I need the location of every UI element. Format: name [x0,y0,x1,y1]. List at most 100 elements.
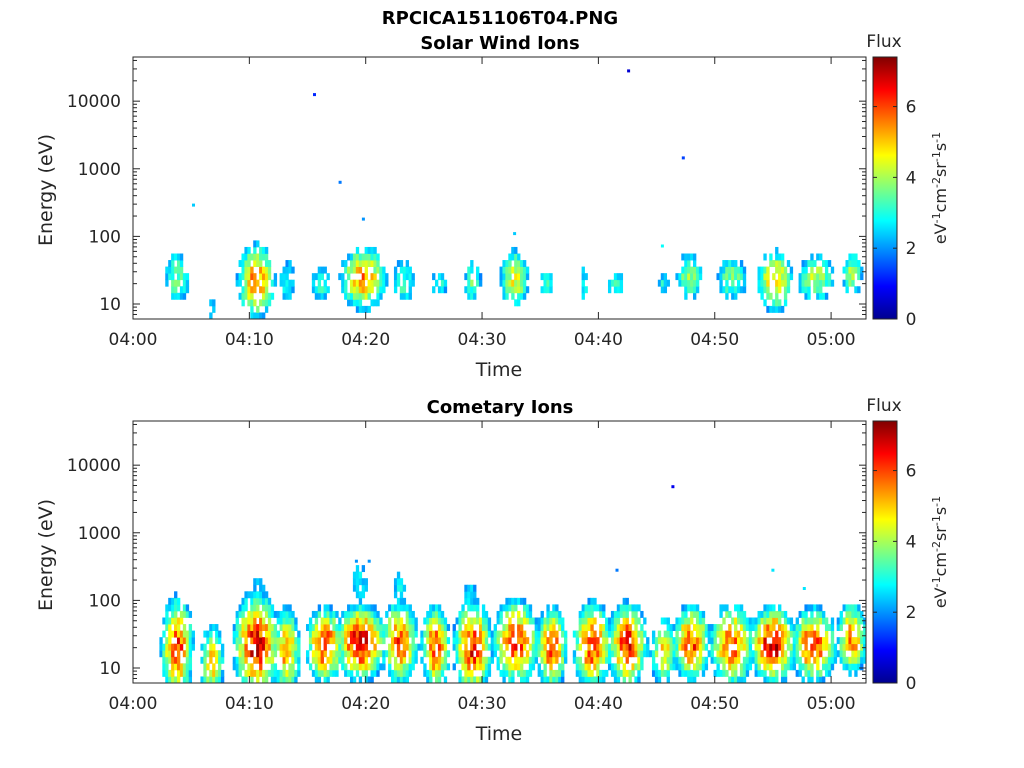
spectrogram-cell [200,676,204,684]
spectrogram-cell [341,610,345,618]
spectrogram-cell [698,610,703,618]
spectrogram-cell [256,279,260,287]
spectrogram-cell [643,643,647,651]
spectrogram-cell [599,676,603,684]
spectrogram-cell [801,260,805,267]
spectrogram-cell [435,610,439,618]
spectrogram-cell [716,663,720,671]
spectrogram-cell [455,637,459,645]
x-tick-label: 04:20 [341,330,390,350]
spectrogram-cell [335,624,339,631]
spectrogram-cell [235,617,239,625]
spectrogram-cell [399,637,404,645]
spectrogram-cell [637,656,641,664]
spectrogram-cell [728,273,732,281]
spectrogram-cell [757,630,761,638]
spectrogram-cell [622,617,626,625]
spectrogram-cell [549,624,553,631]
spectrogram-cell [537,617,541,625]
spectrogram-cell [443,279,448,287]
spectrogram-cell [728,656,732,664]
spectrogram-cell [241,286,245,294]
spectrogram-cell [256,643,260,651]
spectrogram-cell [783,299,788,307]
spectrogram-cell [188,630,193,638]
spectrogram-cell [584,676,588,684]
spectrogram-cell [232,630,237,638]
spectrogram-cell [605,643,609,651]
spectrogram-cell [572,650,577,658]
spectrogram-cell [822,637,826,645]
spectrogram-cell [739,273,744,281]
spectrogram-cell [657,637,662,645]
spectrogram-cell [179,266,184,274]
spectrogram-cell [628,669,632,677]
spectrogram-cell [654,643,659,651]
spectrogram-cell [326,624,330,631]
spectrogram-cell [731,650,735,658]
spectrogram-cell [725,292,729,300]
spectrogram-cell [317,663,322,671]
spectrogram-cell [379,624,383,631]
spectrogram-cell [399,604,404,612]
spectrogram-cell [314,624,319,631]
spectrogram-cell [640,643,644,651]
spectrogram-cell [558,669,562,677]
spectrogram-cell [561,624,565,631]
spectrogram-cell [511,266,515,274]
spectrogram-cell [435,279,439,287]
spectrogram-cell [780,624,785,631]
spectrogram-cell [238,273,242,281]
spectrogram-cell [581,604,585,612]
spectrogram-cell [297,637,301,645]
spectrogram-cell [672,663,676,671]
spectrogram-cell [247,273,251,281]
spectrogram-cell [552,643,556,651]
spectrogram-cell [763,669,767,677]
spectrogram-cell [522,656,527,664]
spectrogram-cell [168,637,172,645]
spectrogram-cell [558,643,562,651]
spectrogram-cell [789,273,794,281]
spectrogram-cell [402,669,407,677]
spectrogram-cell [382,279,386,287]
spectrogram-cell [288,617,292,625]
spectrogram-cell [857,650,861,658]
spectrogram-cell [581,630,585,638]
spectrogram-cell [549,643,553,651]
spectrogram-cell [391,669,395,677]
spectrogram-cell [253,240,257,248]
spectrogram-cell [552,630,556,638]
spectrogram-cell [382,273,386,281]
spectrogram-cell [760,669,764,677]
spectrogram-cell [408,643,412,651]
spectrogram-cell [493,630,497,638]
spectrogram-cell [766,279,770,287]
spectrogram-cell [179,292,184,300]
spectrogram-cell [786,637,791,645]
spectrogram-cell [543,279,547,287]
spectrogram-cell [684,292,688,300]
spectrogram-cell [693,669,697,677]
spectrogram-cell [819,643,823,651]
spectrogram-cell [769,305,773,313]
x-tick-label: 04:50 [690,694,739,714]
spectrogram-cell [520,597,524,605]
spectrogram-cell [344,624,348,631]
spectrogram-cell [464,286,468,294]
spectrogram-cell [338,656,342,664]
spectrogram-cell [385,624,389,631]
spectrogram-cell [854,266,858,274]
spectrogram-cell [552,676,556,684]
spectrogram-cell [520,656,524,664]
spectrogram-cell [364,266,368,274]
spectrogram-cell [165,624,169,631]
plot-area-frame [132,56,867,320]
spectrogram-cell [317,292,322,300]
spectrogram-cell [426,610,430,618]
spectrogram-cell [783,286,788,294]
spectrogram-cell [279,279,283,287]
spectrogram-cell [358,643,363,651]
spectrogram-cell [420,656,424,664]
spectrogram-cell [402,273,407,281]
